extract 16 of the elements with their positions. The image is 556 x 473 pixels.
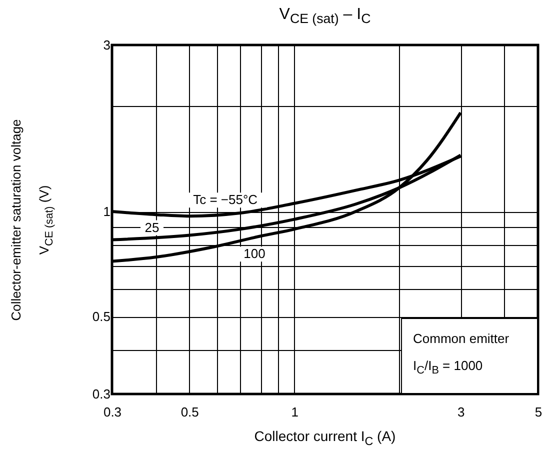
annotation: I$_{C}$/I$_{B}$ = 1000	[413, 358, 484, 377]
y-tick-label: 0.3	[92, 386, 110, 402]
series-label: Tc = −55°C	[193, 192, 258, 208]
x-axis-title: Collector current I$_{C}$ (A)	[253, 428, 397, 448]
x-tick-label: 1	[291, 404, 298, 420]
x-tick-label: 5	[534, 404, 542, 420]
series-label: 100	[244, 246, 266, 262]
note-box: Common emitter I$_{C}$/I$_{B}$ = 1000	[401, 318, 537, 393]
y-tick-label: 0.5	[92, 309, 110, 324]
x-tick-label: 0.5	[180, 404, 199, 420]
series-label: 25	[144, 220, 160, 235]
x-tick-label: 3	[458, 404, 465, 420]
chart-title: V$_{CE (sat)}$ – I$_{C}$	[278, 6, 372, 26]
y-tick-label: 3	[103, 38, 110, 52]
annotation: Common emitter	[413, 331, 510, 346]
y-tick-label: 1	[103, 204, 110, 220]
